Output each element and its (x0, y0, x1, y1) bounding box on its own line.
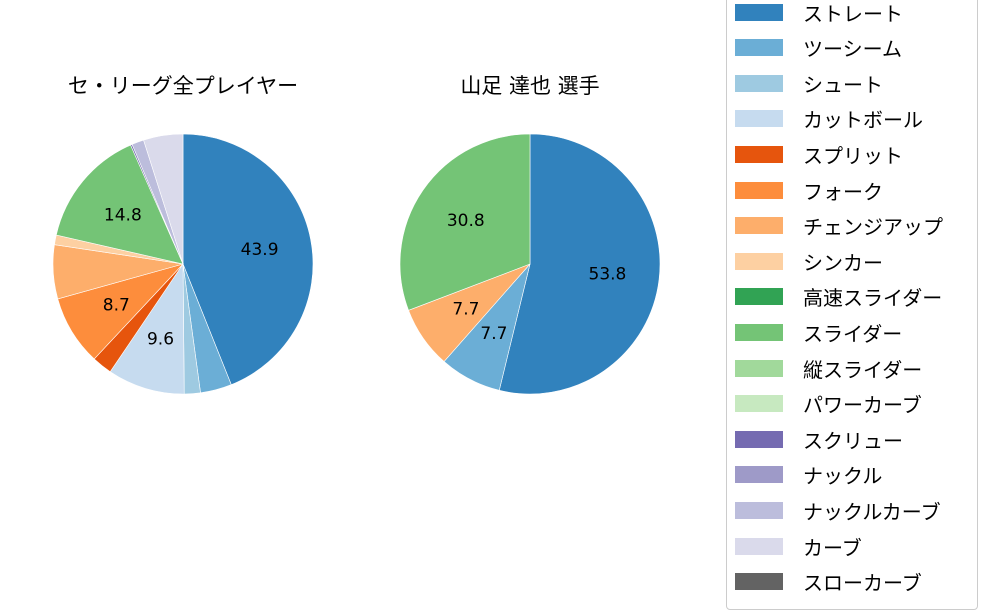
legend-swatch (735, 323, 783, 341)
slice-value-label: 7.7 (452, 299, 479, 319)
legend-swatch (735, 430, 783, 448)
legend-label: パワーカーブ (803, 393, 922, 418)
slice-value-label: 53.8 (589, 264, 627, 284)
legend-swatch (735, 288, 783, 306)
legend-swatch (735, 573, 783, 591)
legend-label: シンカー (803, 250, 883, 275)
legend-item: 高速スライダー (735, 285, 943, 311)
legend-swatch (735, 359, 783, 377)
legend-item: ストレート (735, 0, 903, 26)
legend-item: ナックルカーブ (735, 498, 941, 524)
legend-item: スライダー (735, 320, 903, 346)
legend-item: カットボール (735, 107, 923, 133)
legend-swatch (735, 110, 783, 128)
legend-label: カットボール (803, 108, 923, 133)
legend-swatch (735, 145, 783, 163)
slice-value-label: 30.8 (447, 211, 485, 231)
pie-slice (109, 263, 185, 395)
pie-slice (55, 144, 184, 265)
legend-swatch (735, 3, 783, 21)
pie-slice (143, 133, 184, 265)
slice-value-label: 8.7 (103, 295, 130, 315)
right-pie-title: 山足 達也 選手 (460, 74, 600, 98)
slice-value-label: 7.7 (480, 324, 507, 344)
legend-item: カーブ (735, 534, 862, 560)
left-pie-title: セ・リーグ全プレイヤー (67, 74, 299, 98)
legend-item: シンカー (735, 249, 883, 275)
legend-label: ナックルカーブ (803, 499, 941, 524)
legend-label: 縦スライダー (803, 357, 923, 382)
league-pie-chart: 43.9 9.6 8.7 14.8 (52, 133, 314, 395)
legend-label: 高速スライダー (803, 286, 943, 311)
pie-slice (182, 133, 314, 386)
legend-item: ナックル (735, 463, 883, 489)
legend-item: スクリュー (735, 427, 903, 453)
legend-swatch (735, 181, 783, 199)
legend-label: スプリット (803, 143, 903, 168)
pie-slice (498, 133, 661, 395)
legend-swatch (735, 537, 783, 555)
legend-label: ストレート (803, 1, 903, 26)
legend-label: フォーク (803, 179, 883, 204)
legend-label: カーブ (803, 535, 862, 560)
legend: ストレートツーシームシュートカットボール スプリットフォークチェンジアップ シンカー… (726, 0, 978, 610)
legend-item: パワーカーブ (735, 392, 922, 418)
legend-item: 縦スライダー (735, 356, 923, 382)
legend-item: スローカーブ (735, 570, 922, 596)
legend-swatch (735, 395, 783, 413)
legend-swatch (735, 39, 783, 57)
player-pie-chart: 53.8 7.77.7 30.8 (399, 133, 661, 395)
legend-label: スライダー (803, 321, 903, 346)
legend-swatch (735, 217, 783, 235)
legend-item: フォーク (735, 178, 883, 204)
slice-value-label: 43.9 (241, 240, 279, 260)
legend-item: シュート (735, 71, 883, 97)
legend-swatch (735, 252, 783, 270)
legend-label: スクリュー (803, 428, 903, 453)
legend-label: シュート (803, 72, 883, 97)
legend-label: スローカーブ (803, 571, 922, 596)
legend-swatch (735, 501, 783, 519)
legend-item: ツーシーム (735, 36, 902, 62)
legend-label: ツーシーム (803, 37, 902, 62)
legend-swatch (735, 466, 783, 484)
pie-slice (399, 133, 531, 311)
slice-value-label: 9.6 (147, 330, 174, 350)
legend-label: ナックル (803, 464, 883, 489)
legend-label: チェンジアップ (803, 215, 943, 240)
legend-swatch (735, 74, 783, 92)
slice-value-label: 14.8 (104, 205, 142, 225)
legend-item: チェンジアップ (735, 214, 943, 240)
legend-item: スプリット (735, 142, 903, 168)
